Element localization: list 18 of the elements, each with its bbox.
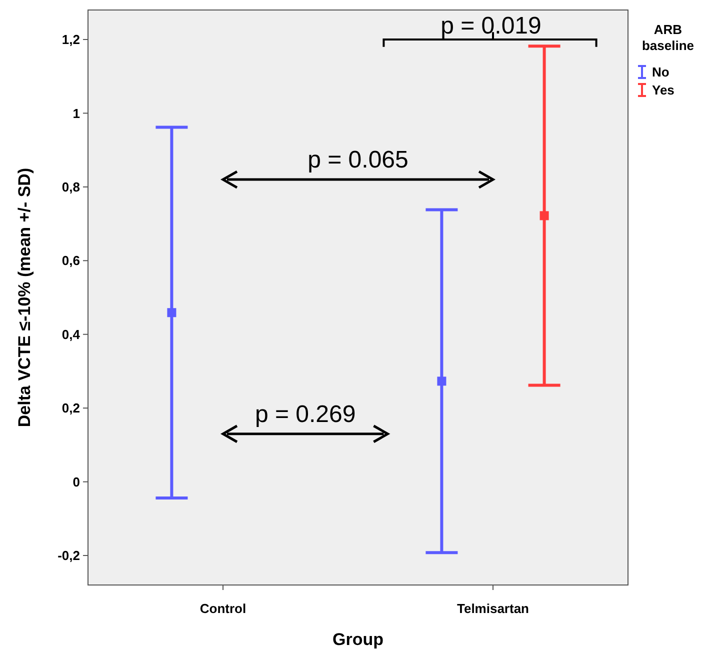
x-tick-label: Telmisartan [456,601,530,616]
y-tick-label: 0,8 [62,179,80,194]
y-tick-label: 1,2 [62,32,80,48]
annotation: p = 0.019 [440,12,542,40]
legend-label: Yes [652,82,674,98]
y-tick-label: 1 [72,106,80,121]
legend-title: ARB baseline [642,22,694,53]
y-tick-label: 0,2 [62,400,80,416]
annotation: p = 0.065 [308,146,408,174]
legend-label: No [652,64,670,80]
x-tick-label: Control [200,601,246,616]
annotation: p = 0.269 [254,400,356,428]
y-tick-label: 0 [72,474,80,490]
y-axis-title: Delta VCTE ≤-10% (mean +/- SD) [15,168,34,428]
y-tick-label: 0,4 [62,326,81,342]
y-tick-label: 0,6 [62,253,80,268]
x-axis-title: Group [332,630,384,649]
y-tick-label: -0,2 [58,548,80,564]
